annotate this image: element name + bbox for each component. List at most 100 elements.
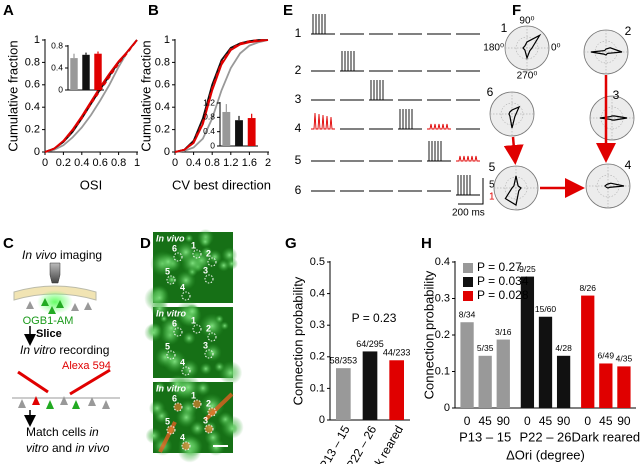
neuron bbox=[71, 303, 79, 311]
image-texture bbox=[214, 361, 225, 373]
x-tick-label: 45 bbox=[539, 414, 553, 428]
x-tick-label: 1 bbox=[134, 157, 140, 169]
y-tick-label: 0.6 bbox=[25, 79, 40, 91]
row-number: 5 bbox=[295, 153, 302, 167]
bar bbox=[520, 276, 535, 408]
angle-label: 0⁰ bbox=[551, 43, 561, 54]
value-label: 4/35 bbox=[616, 354, 633, 364]
value-label: 15/60 bbox=[535, 304, 557, 314]
bar bbox=[82, 54, 90, 90]
bar bbox=[94, 53, 102, 90]
step-text-part: vitro bbox=[26, 441, 49, 455]
group-label: P13 – 15 bbox=[459, 429, 511, 444]
neuron bbox=[18, 399, 26, 408]
y-tick-label: 0.5 bbox=[310, 256, 325, 268]
cdf-line bbox=[44, 39, 138, 153]
legend-label: P = 0.028 bbox=[477, 288, 529, 302]
tuning-curve bbox=[599, 115, 628, 121]
y-tick-label: 0.3 bbox=[310, 319, 325, 331]
y-tick-label: 0.6 bbox=[155, 79, 170, 91]
value-label: 44/233 bbox=[383, 348, 411, 358]
step-text-part: In vivo bbox=[22, 248, 57, 262]
bar bbox=[617, 366, 631, 408]
bar bbox=[247, 118, 256, 146]
trace bbox=[311, 112, 335, 130]
value-label: 8/26 bbox=[579, 283, 596, 293]
scale-bar bbox=[458, 178, 484, 205]
step-text-part: imaging bbox=[57, 248, 102, 262]
value-label: 4/28 bbox=[555, 343, 572, 353]
cell-number: 5 bbox=[165, 341, 170, 351]
pipette bbox=[69, 368, 111, 396]
y-tick-label: 0 bbox=[319, 414, 325, 426]
image-texture bbox=[215, 314, 224, 324]
image-texture bbox=[226, 423, 238, 435]
y-axis-label: Cumulative fraction bbox=[5, 40, 20, 151]
x-tick-label: 0.4 bbox=[186, 157, 201, 169]
image-texture bbox=[175, 407, 197, 428]
cell-number: 6 bbox=[172, 318, 177, 328]
image-texture bbox=[175, 374, 201, 401]
cell-number: 1 bbox=[191, 240, 196, 250]
image-texture bbox=[160, 316, 183, 340]
cell-number: 3 bbox=[203, 340, 208, 350]
y-tick-label: 0 bbox=[58, 84, 63, 94]
cell-outline bbox=[173, 402, 183, 412]
neuron bbox=[60, 396, 68, 405]
trace bbox=[340, 51, 364, 72]
y-axis-label: Connection probability bbox=[421, 270, 436, 399]
step-text: In vitro recording bbox=[20, 343, 109, 357]
image-texture bbox=[199, 393, 225, 419]
image-label: In vitro bbox=[156, 308, 187, 318]
cell-outline bbox=[207, 332, 217, 342]
legend-label: P = 0.034 bbox=[477, 274, 529, 288]
cell-outline bbox=[204, 424, 214, 434]
step-text: vitro and in vivo bbox=[26, 441, 110, 455]
y-tick-label: 0.2 bbox=[25, 124, 40, 136]
cdf-line bbox=[44, 39, 138, 153]
x-tick-label: 90 bbox=[557, 414, 571, 428]
step-label: Slice bbox=[36, 328, 62, 340]
angle-label: 270⁰ bbox=[517, 71, 538, 82]
cell-outline bbox=[192, 249, 202, 259]
y-tick-label: 0.1 bbox=[310, 382, 325, 394]
step-text-part: recording bbox=[56, 343, 109, 357]
cell-outline bbox=[181, 441, 191, 451]
y-tick-label: 0.3 bbox=[435, 292, 450, 304]
connection-arrow bbox=[503, 136, 524, 165]
row-number: 2 bbox=[295, 63, 302, 77]
image-texture bbox=[199, 235, 212, 248]
cell-number: 2 bbox=[206, 248, 211, 258]
micrograph: In vitro 12 3 45 6 bbox=[145, 374, 244, 463]
row-number: 3 bbox=[295, 92, 302, 106]
plot-number: 6 bbox=[487, 85, 494, 99]
step-text-part: Match cells bbox=[26, 425, 89, 439]
value-label: 8/34 bbox=[459, 309, 476, 319]
tuning-curve bbox=[604, 182, 625, 189]
cell-outline bbox=[181, 291, 191, 301]
cell-outline bbox=[192, 399, 202, 409]
objective bbox=[49, 262, 61, 284]
x-tick-label: 0.8 bbox=[111, 157, 126, 169]
scale-label: 200 ms bbox=[452, 208, 485, 219]
cell-number: 2 bbox=[206, 323, 211, 333]
cell-number: 5 bbox=[165, 416, 170, 426]
image-texture bbox=[184, 304, 200, 319]
dye-label: OGB1-AM bbox=[23, 315, 74, 327]
bar bbox=[460, 322, 474, 408]
image-label: In vivo bbox=[156, 233, 185, 243]
neuron bbox=[41, 298, 49, 306]
x-tick-label: 45 bbox=[599, 414, 613, 428]
bar bbox=[478, 355, 492, 408]
cell-outline bbox=[166, 350, 176, 360]
image-texture bbox=[148, 399, 166, 417]
cdf-line bbox=[174, 39, 268, 153]
image-texture bbox=[203, 343, 222, 362]
trace bbox=[427, 123, 451, 130]
step-text-part: in vivo bbox=[75, 441, 109, 455]
group-label: Dark reared bbox=[572, 429, 640, 444]
x-tick-label: 0.8 bbox=[205, 157, 220, 169]
y-tick-label: 0.4 bbox=[25, 101, 40, 113]
cdf-line bbox=[174, 39, 268, 153]
x-tick-label: 0.4 bbox=[74, 157, 89, 169]
